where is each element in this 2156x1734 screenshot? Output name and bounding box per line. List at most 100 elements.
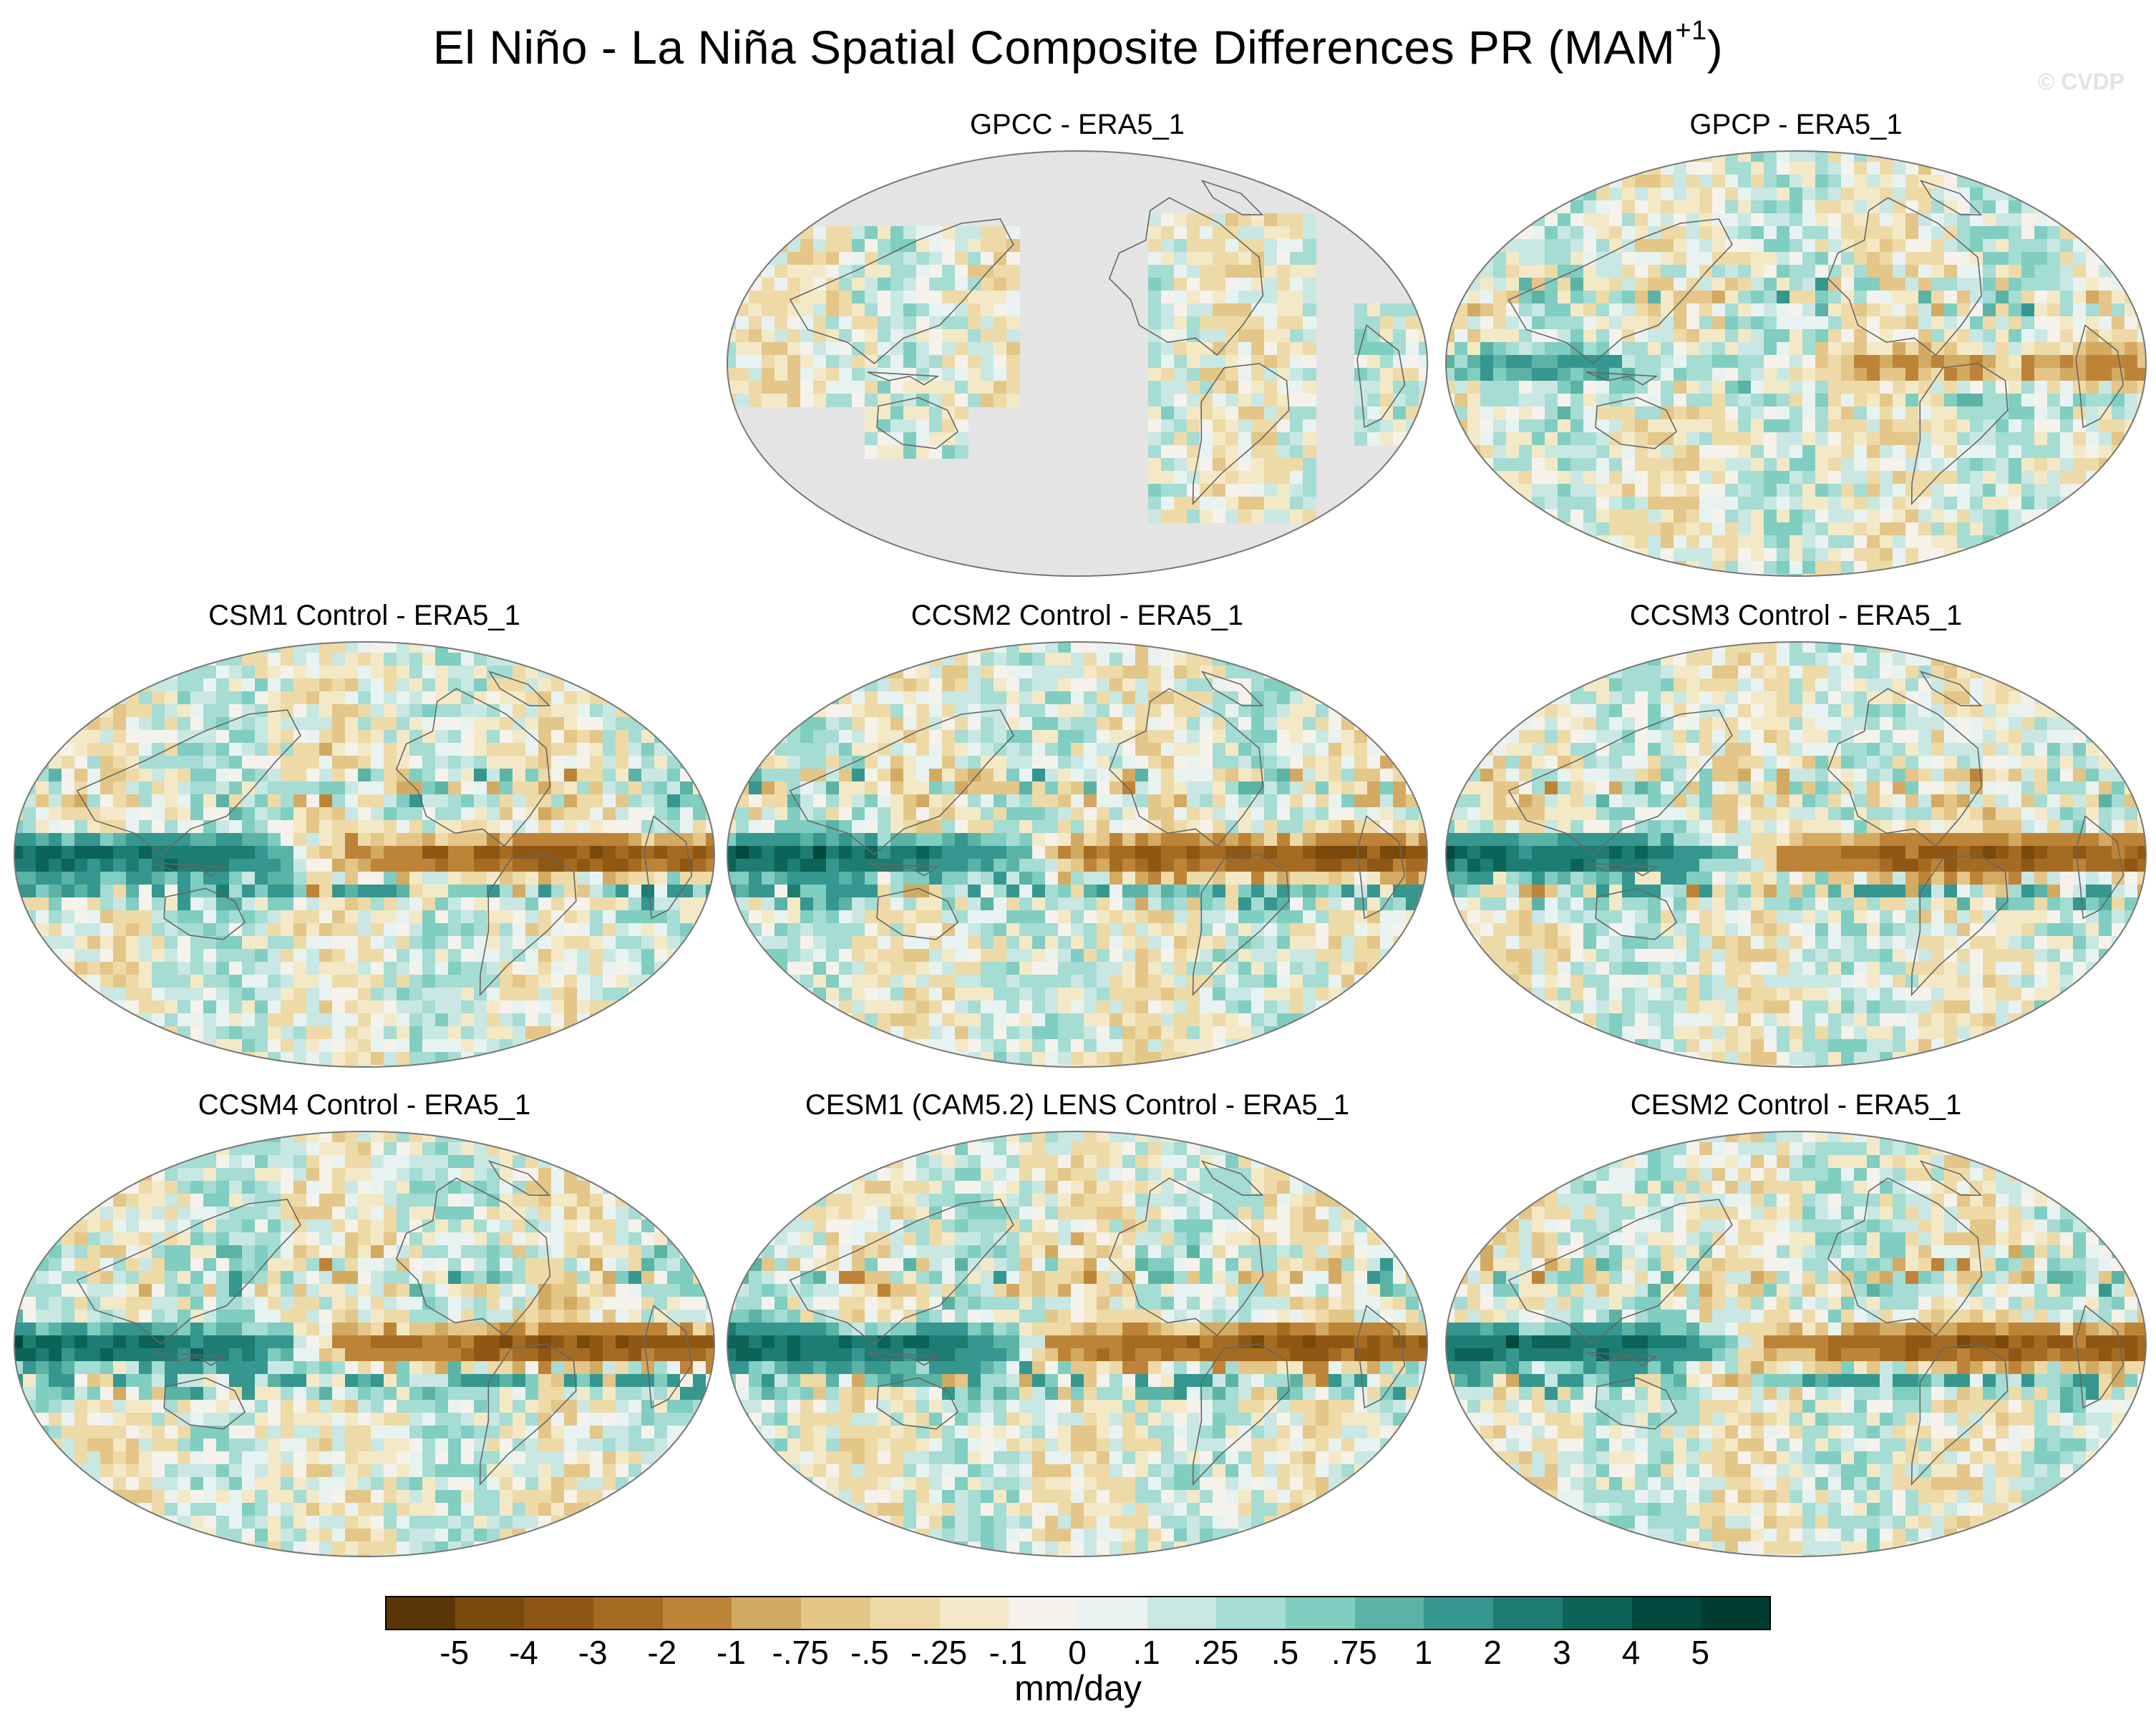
field-cell [1583, 291, 1597, 304]
field-cell [1277, 355, 1291, 369]
field-cell [152, 1065, 165, 1067]
field-cell [1532, 445, 1545, 459]
field-cell [474, 872, 487, 885]
field-cell [787, 355, 801, 369]
field-cell [654, 666, 668, 679]
field-cell [332, 678, 346, 692]
field-cell [1532, 265, 1545, 278]
field-cell [242, 691, 256, 705]
field-cell [422, 833, 436, 847]
field-cell [1493, 381, 1507, 394]
field-cell [762, 303, 775, 317]
field-cell [2125, 162, 2138, 175]
field-cell [667, 769, 681, 782]
field-cell [1393, 678, 1407, 692]
field-cell [1161, 265, 1175, 278]
field-cell [1970, 510, 1983, 523]
field-cell [268, 1026, 281, 1040]
field-cell [1802, 162, 1816, 175]
field-cell [654, 1013, 668, 1027]
field-cell [1446, 187, 1455, 201]
field-cell [1303, 278, 1316, 291]
field-cell [706, 769, 714, 782]
field-cell [2137, 342, 2146, 356]
field-cell [1200, 497, 1213, 510]
field-cell [1006, 678, 1020, 692]
field-cell [358, 910, 372, 924]
field-cell [1251, 252, 1265, 266]
field-cell [1006, 666, 1020, 679]
field-cell [36, 910, 49, 924]
field-cell [1161, 381, 1175, 394]
field-cell [216, 923, 230, 937]
field-cell [667, 846, 681, 859]
field-cell [242, 885, 256, 898]
field-cell [1455, 535, 1468, 549]
field-cell [1290, 303, 1303, 317]
field-cell [1777, 497, 1790, 510]
field-cell [1200, 642, 1213, 653]
field-cell [1446, 252, 1455, 266]
field-cell [955, 381, 968, 394]
field-cell [126, 988, 140, 1001]
field-cell [1393, 666, 1407, 679]
field-cell [126, 1065, 140, 1067]
field-cell [1570, 355, 1584, 369]
field-cell [152, 756, 165, 769]
field-cell [641, 962, 655, 975]
field-cell [139, 807, 152, 821]
field-cell [487, 1026, 500, 1040]
field-cell [2009, 239, 2022, 253]
field-cell [1828, 561, 1842, 575]
field-cell [255, 666, 268, 679]
field-cell [1648, 329, 1661, 343]
field-cell [152, 923, 165, 937]
field-cell [1841, 368, 1855, 381]
field-cell [332, 794, 346, 808]
field-cell [409, 1065, 423, 1067]
field-cell [749, 642, 762, 653]
field-cell [1828, 151, 1842, 162]
field-cell [2060, 510, 2074, 523]
field-cell [2060, 548, 2074, 562]
field-cell [654, 769, 668, 782]
field-cell [203, 975, 217, 988]
field-cell [890, 329, 904, 343]
field-cell [654, 820, 668, 834]
field-cell [564, 910, 578, 924]
field-cell [1674, 316, 1687, 330]
field-cell [306, 910, 320, 924]
field-cell [1751, 406, 1764, 420]
field-cell [49, 820, 62, 834]
field-cell [1854, 252, 1868, 266]
field-cell [1609, 406, 1623, 420]
field-cell [654, 1026, 668, 1040]
field-cell [1712, 394, 1726, 407]
field-cell [1944, 574, 1958, 576]
field-cell [474, 936, 487, 950]
field-cell [1570, 574, 1584, 576]
field-cell [774, 368, 788, 381]
field-cell [1674, 291, 1687, 304]
field-cell [1109, 704, 1123, 718]
field-cell [1558, 381, 1571, 394]
field-cell [255, 1039, 268, 1053]
field-cell [345, 769, 359, 782]
field-cell [564, 820, 578, 834]
field-cell [2009, 471, 2022, 484]
field-cell [474, 653, 487, 666]
field-cell [1699, 445, 1713, 459]
field-cell [2009, 175, 2022, 188]
field-cell [152, 897, 165, 911]
field-cell [1545, 342, 1558, 356]
field-cell [1303, 329, 1316, 343]
field-cell [435, 846, 449, 859]
field-cell [1519, 278, 1533, 291]
field-cell [800, 691, 814, 705]
field-cell [1354, 666, 1368, 679]
field-cell [865, 704, 878, 718]
field-cell [2086, 574, 2099, 576]
field-cell [1957, 355, 1971, 369]
field-cell [1712, 432, 1726, 446]
field-cell [1828, 200, 1842, 214]
